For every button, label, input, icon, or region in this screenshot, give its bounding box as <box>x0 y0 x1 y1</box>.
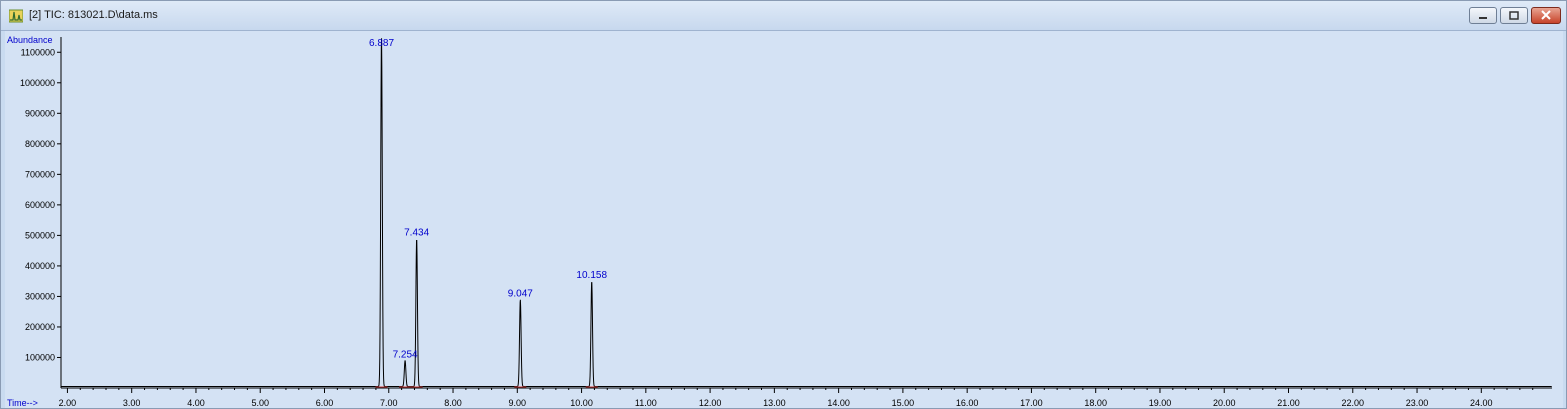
y-tick-label: 800000 <box>25 139 55 149</box>
x-tick-label: 17.00 <box>1020 398 1043 408</box>
minimize-icon <box>1479 17 1487 19</box>
peak-label[interactable]: 7.434 <box>404 227 429 238</box>
peak-label[interactable]: 7.254 <box>393 350 418 361</box>
y-tick-label: 200000 <box>25 322 55 332</box>
y-tick-label: 100000 <box>25 352 55 362</box>
x-tick-label: 11.00 <box>635 398 657 408</box>
minimize-button[interactable] <box>1469 7 1497 24</box>
x-tick-label: 15.00 <box>892 398 915 408</box>
x-tick-label: 21.00 <box>1277 398 1300 408</box>
close-icon <box>1541 10 1551 20</box>
x-tick-label: 19.00 <box>1149 398 1172 408</box>
x-tick-label: 4.00 <box>187 398 205 408</box>
plot-background <box>5 31 1563 408</box>
x-tick-label: 10.00 <box>570 398 593 408</box>
y-tick-label: 500000 <box>25 230 55 240</box>
y-tick-label: 700000 <box>25 169 55 179</box>
title-bar[interactable]: [2] TIC: 813021.D\data.ms <box>1 1 1566 31</box>
restore-icon <box>1509 11 1519 20</box>
y-tick-label: 400000 <box>25 261 55 271</box>
chromatogram-icon <box>9 9 23 23</box>
chromatogram-chart[interactable]: Abundance Time--> 100000 200000 300000 400000… <box>5 31 1563 408</box>
x-tick-label: 7.00 <box>380 398 398 408</box>
y-axis-label: Abundance <box>7 35 53 45</box>
x-tick-label: 16.00 <box>956 398 979 408</box>
x-tick-label: 14.00 <box>827 398 850 408</box>
y-tick-label: 1100000 <box>21 47 55 57</box>
y-tick-label: 600000 <box>25 200 55 210</box>
x-tick-label: 3.00 <box>123 398 141 408</box>
tic-trace-line <box>61 38 1552 387</box>
x-tick-label: 12.00 <box>699 398 722 408</box>
window-title: [2] TIC: 813021.D\data.ms <box>29 9 158 21</box>
x-axis-label: Time--> <box>7 398 38 408</box>
x-tick-label: 13.00 <box>763 398 786 408</box>
x-tick-label: 20.00 <box>1213 398 1236 408</box>
x-tick-label: 18.00 <box>1084 398 1107 408</box>
x-tick-label: 5.00 <box>251 398 269 408</box>
peak-label[interactable]: 6.887 <box>369 38 394 49</box>
x-tick-label: 23.00 <box>1406 398 1429 408</box>
y-tick-label: 300000 <box>25 291 55 301</box>
restore-button[interactable] <box>1500 7 1528 24</box>
peak-label[interactable]: 9.047 <box>508 288 533 299</box>
y-tick-label: 900000 <box>25 108 55 118</box>
x-tick-label: 9.00 <box>509 398 527 408</box>
x-tick-label: 8.00 <box>444 398 462 408</box>
x-tick-label: 24.00 <box>1470 398 1493 408</box>
x-tick-label: 22.00 <box>1342 398 1365 408</box>
x-tick-label: 6.00 <box>316 398 334 408</box>
y-tick-label: 1000000 <box>20 78 55 88</box>
peak-label[interactable]: 10.158 <box>576 270 607 281</box>
close-button[interactable] <box>1531 7 1561 24</box>
x-tick-label: 2.00 <box>59 398 77 408</box>
